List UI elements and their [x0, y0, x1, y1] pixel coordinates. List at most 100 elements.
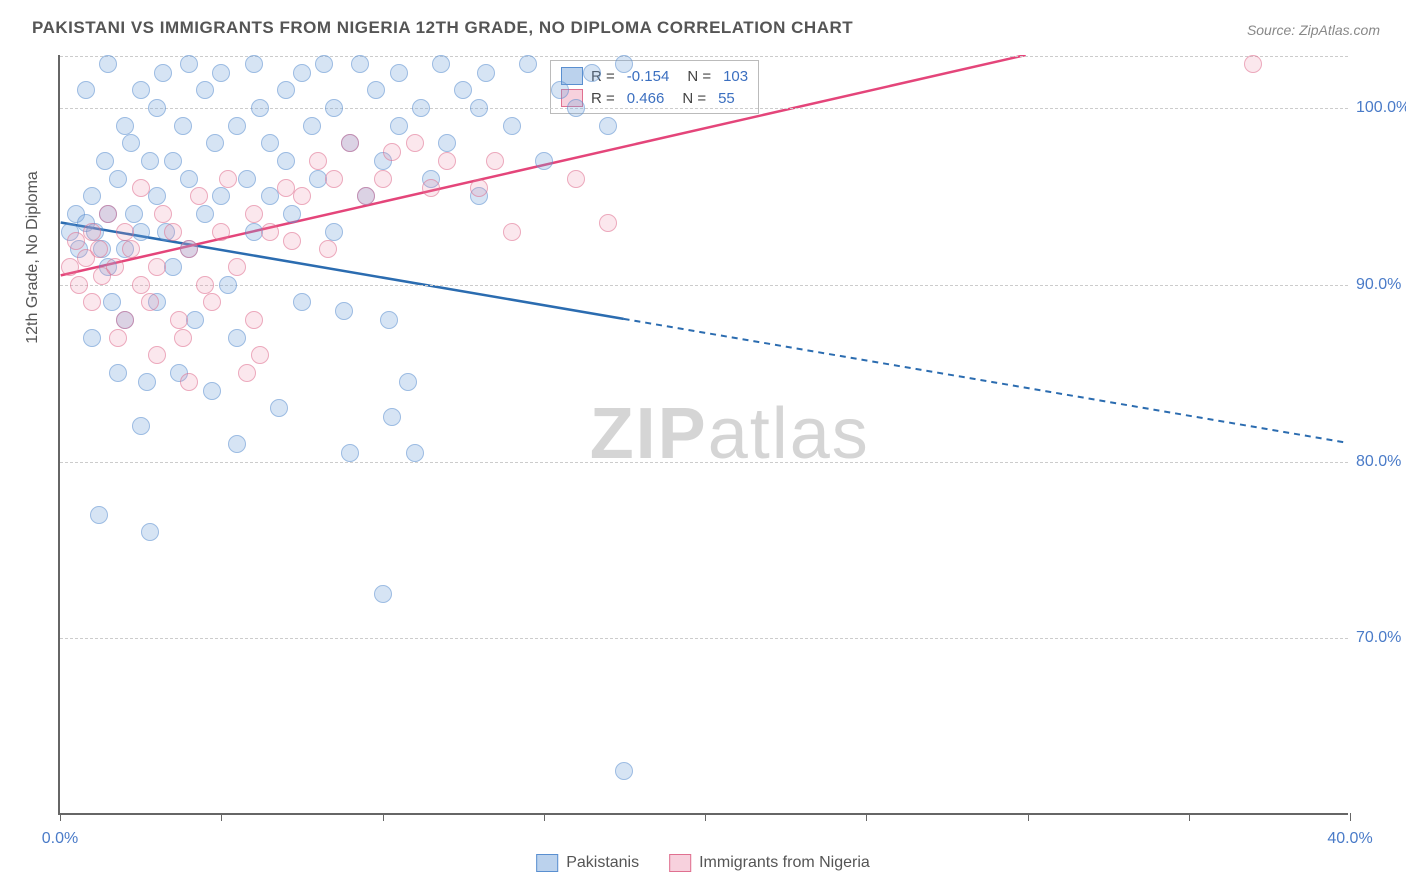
legend-n-value: 103: [723, 68, 748, 85]
data-point-pink: [170, 311, 188, 329]
data-point-blue: [325, 223, 343, 241]
data-point-pink: [309, 152, 327, 170]
x-tick: [866, 813, 867, 821]
y-tick-label: 70.0%: [1356, 629, 1406, 647]
data-point-blue: [261, 134, 279, 152]
y-axis-label: 12th Grade, No Diploma: [24, 171, 42, 344]
data-point-blue: [109, 364, 127, 382]
data-point-pink: [83, 293, 101, 311]
data-point-pink: [116, 223, 134, 241]
gridline-horizontal: [60, 462, 1348, 463]
data-point-pink: [319, 240, 337, 258]
trend-lines-svg: [60, 55, 1348, 813]
legend-n-label: N =: [687, 68, 711, 85]
trend-line-dashed-blue: [624, 319, 1348, 443]
data-point-pink: [341, 134, 359, 152]
data-point-blue: [325, 99, 343, 117]
data-point-pink: [203, 293, 221, 311]
y-tick-label: 80.0%: [1356, 453, 1406, 471]
data-point-pink: [180, 240, 198, 258]
data-point-blue: [196, 205, 214, 223]
bottom-legend: PakistanisImmigrants from Nigeria: [536, 854, 870, 872]
data-point-pink: [567, 170, 585, 188]
bottom-legend-label: Immigrants from Nigeria: [699, 854, 870, 872]
legend-r-value: 0.466: [627, 90, 665, 107]
data-point-blue: [103, 293, 121, 311]
data-point-pink: [357, 187, 375, 205]
gridline-horizontal: [60, 638, 1348, 639]
x-tick: [221, 813, 222, 821]
data-point-blue: [125, 205, 143, 223]
data-point-blue: [180, 55, 198, 73]
data-point-pink: [70, 276, 88, 294]
data-point-blue: [432, 55, 450, 73]
legend-r-label: R =: [591, 90, 615, 107]
data-point-pink: [486, 152, 504, 170]
x-tick: [383, 813, 384, 821]
data-point-pink: [164, 223, 182, 241]
data-point-blue: [374, 585, 392, 603]
data-point-blue: [132, 417, 150, 435]
legend-swatch-blue: [536, 854, 558, 872]
data-point-blue: [399, 373, 417, 391]
data-point-pink: [228, 258, 246, 276]
data-point-pink: [83, 223, 101, 241]
data-point-blue: [412, 99, 430, 117]
data-point-blue: [83, 187, 101, 205]
data-point-blue: [206, 134, 224, 152]
data-point-blue: [180, 170, 198, 188]
data-point-blue: [293, 64, 311, 82]
data-point-pink: [196, 276, 214, 294]
legend-r-value: -0.154: [627, 68, 670, 85]
y-tick-label: 90.0%: [1356, 276, 1406, 294]
legend-swatch-pink: [669, 854, 691, 872]
data-point-pink: [116, 311, 134, 329]
x-tick: [1189, 813, 1190, 821]
data-point-pink: [190, 187, 208, 205]
x-tick: [705, 813, 706, 821]
data-point-blue: [503, 117, 521, 135]
data-point-blue: [277, 152, 295, 170]
data-point-blue: [477, 64, 495, 82]
data-point-blue: [551, 81, 569, 99]
data-point-pink: [293, 187, 311, 205]
plot-area: ZIPatlas R =-0.154N =103R =0.466N =55 70…: [58, 55, 1348, 815]
data-point-blue: [96, 152, 114, 170]
data-point-pink: [1244, 55, 1262, 73]
data-point-blue: [83, 329, 101, 347]
x-tick: [1028, 813, 1029, 821]
source-attribution: Source: ZipAtlas.com: [1247, 22, 1380, 38]
data-point-blue: [390, 64, 408, 82]
data-point-blue: [164, 258, 182, 276]
data-point-blue: [599, 117, 617, 135]
data-point-blue: [270, 399, 288, 417]
data-point-blue: [303, 117, 321, 135]
data-point-pink: [470, 179, 488, 197]
data-point-pink: [219, 170, 237, 188]
data-point-blue: [212, 64, 230, 82]
data-point-blue: [470, 99, 488, 117]
data-point-blue: [228, 329, 246, 347]
data-point-blue: [148, 187, 166, 205]
x-tick-label: 0.0%: [42, 830, 78, 848]
data-point-blue: [245, 55, 263, 73]
data-point-blue: [186, 311, 204, 329]
data-point-pink: [148, 258, 166, 276]
data-point-blue: [367, 81, 385, 99]
data-point-blue: [277, 81, 295, 99]
data-point-pink: [599, 214, 617, 232]
data-point-blue: [228, 117, 246, 135]
data-point-blue: [454, 81, 472, 99]
data-point-blue: [116, 117, 134, 135]
legend-n-label: N =: [682, 90, 706, 107]
data-point-blue: [341, 444, 359, 462]
data-point-blue: [293, 293, 311, 311]
data-point-pink: [422, 179, 440, 197]
data-point-pink: [109, 329, 127, 347]
data-point-blue: [383, 408, 401, 426]
data-point-blue: [132, 81, 150, 99]
data-point-pink: [122, 240, 140, 258]
data-point-blue: [438, 134, 456, 152]
watermark: ZIPatlas: [590, 393, 870, 475]
data-point-pink: [383, 143, 401, 161]
